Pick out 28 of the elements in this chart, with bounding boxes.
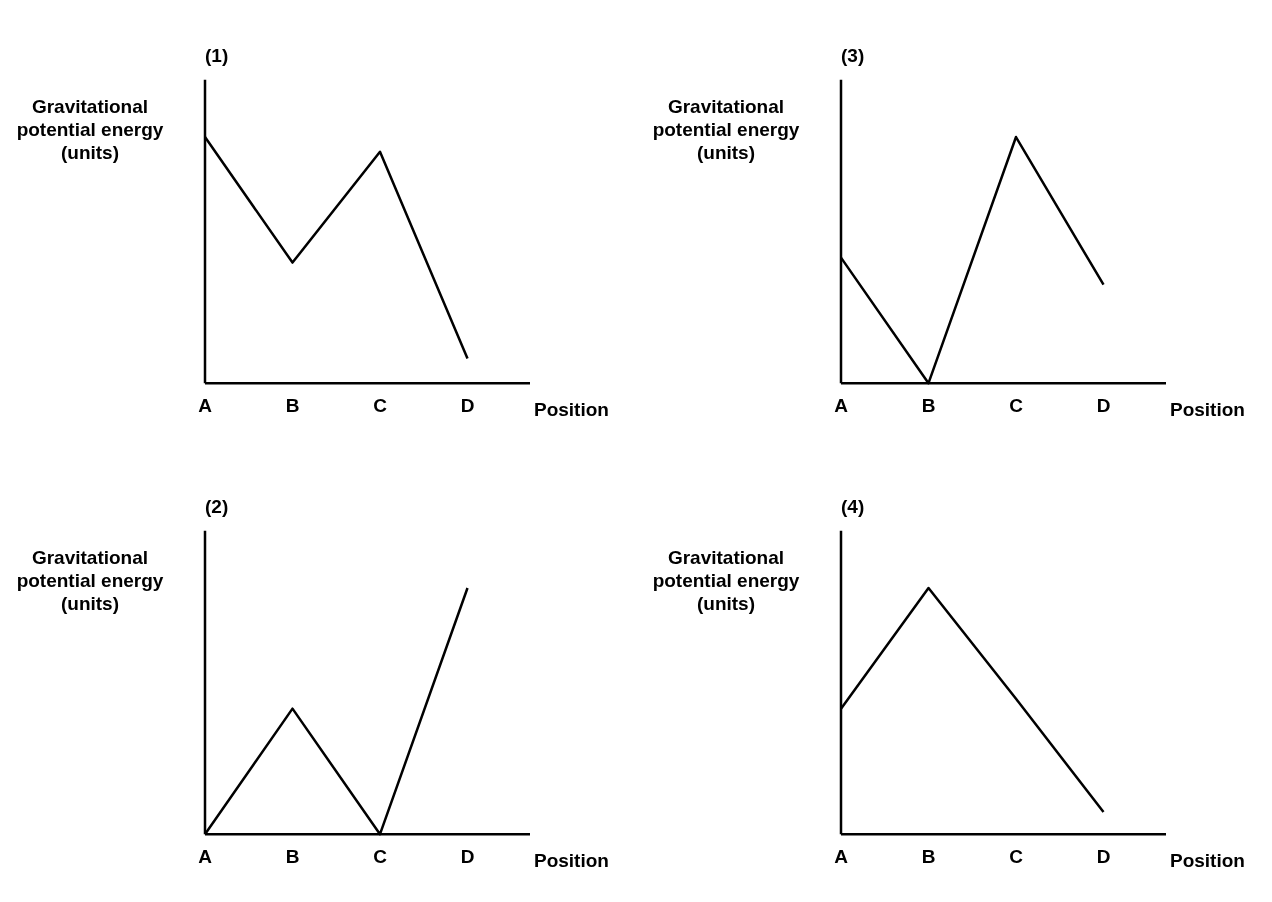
x-tick-label: D — [1096, 845, 1111, 867]
x-tick-label: D — [460, 845, 475, 867]
x-axis-title: Position — [534, 849, 609, 871]
x-tick-label: B — [921, 845, 936, 867]
y-axis-title: Gravitational potential energy (units) — [15, 546, 165, 615]
x-axis-title: Position — [534, 398, 609, 420]
x-tick-label: D — [1096, 394, 1111, 416]
chart-title: (3) — [841, 44, 865, 66]
x-tick-label: D — [460, 394, 475, 416]
x-tick-label: A — [198, 394, 213, 416]
x-tick-label: B — [921, 394, 936, 416]
x-tick-label: C — [373, 845, 388, 867]
chart-title: (2) — [205, 495, 229, 517]
x-tick-label: B — [285, 394, 300, 416]
x-tick-label: C — [1009, 394, 1024, 416]
x-tick-label: B — [285, 845, 300, 867]
chart-title: (1) — [205, 44, 229, 66]
x-tick-label: A — [834, 394, 849, 416]
y-axis-title: Gravitational potential energy (units) — [15, 95, 165, 164]
chart-title: (4) — [841, 495, 865, 517]
x-tick-label: A — [198, 845, 213, 867]
x-axis-title: Position — [1170, 849, 1245, 871]
x-axis-title: Position — [1170, 398, 1245, 420]
x-tick-label: A — [834, 845, 849, 867]
x-tick-label: C — [1009, 845, 1024, 867]
y-axis-title: Gravitational potential energy (units) — [651, 546, 801, 615]
x-tick-label: C — [373, 394, 388, 416]
y-axis-title: Gravitational potential energy (units) — [651, 95, 801, 164]
